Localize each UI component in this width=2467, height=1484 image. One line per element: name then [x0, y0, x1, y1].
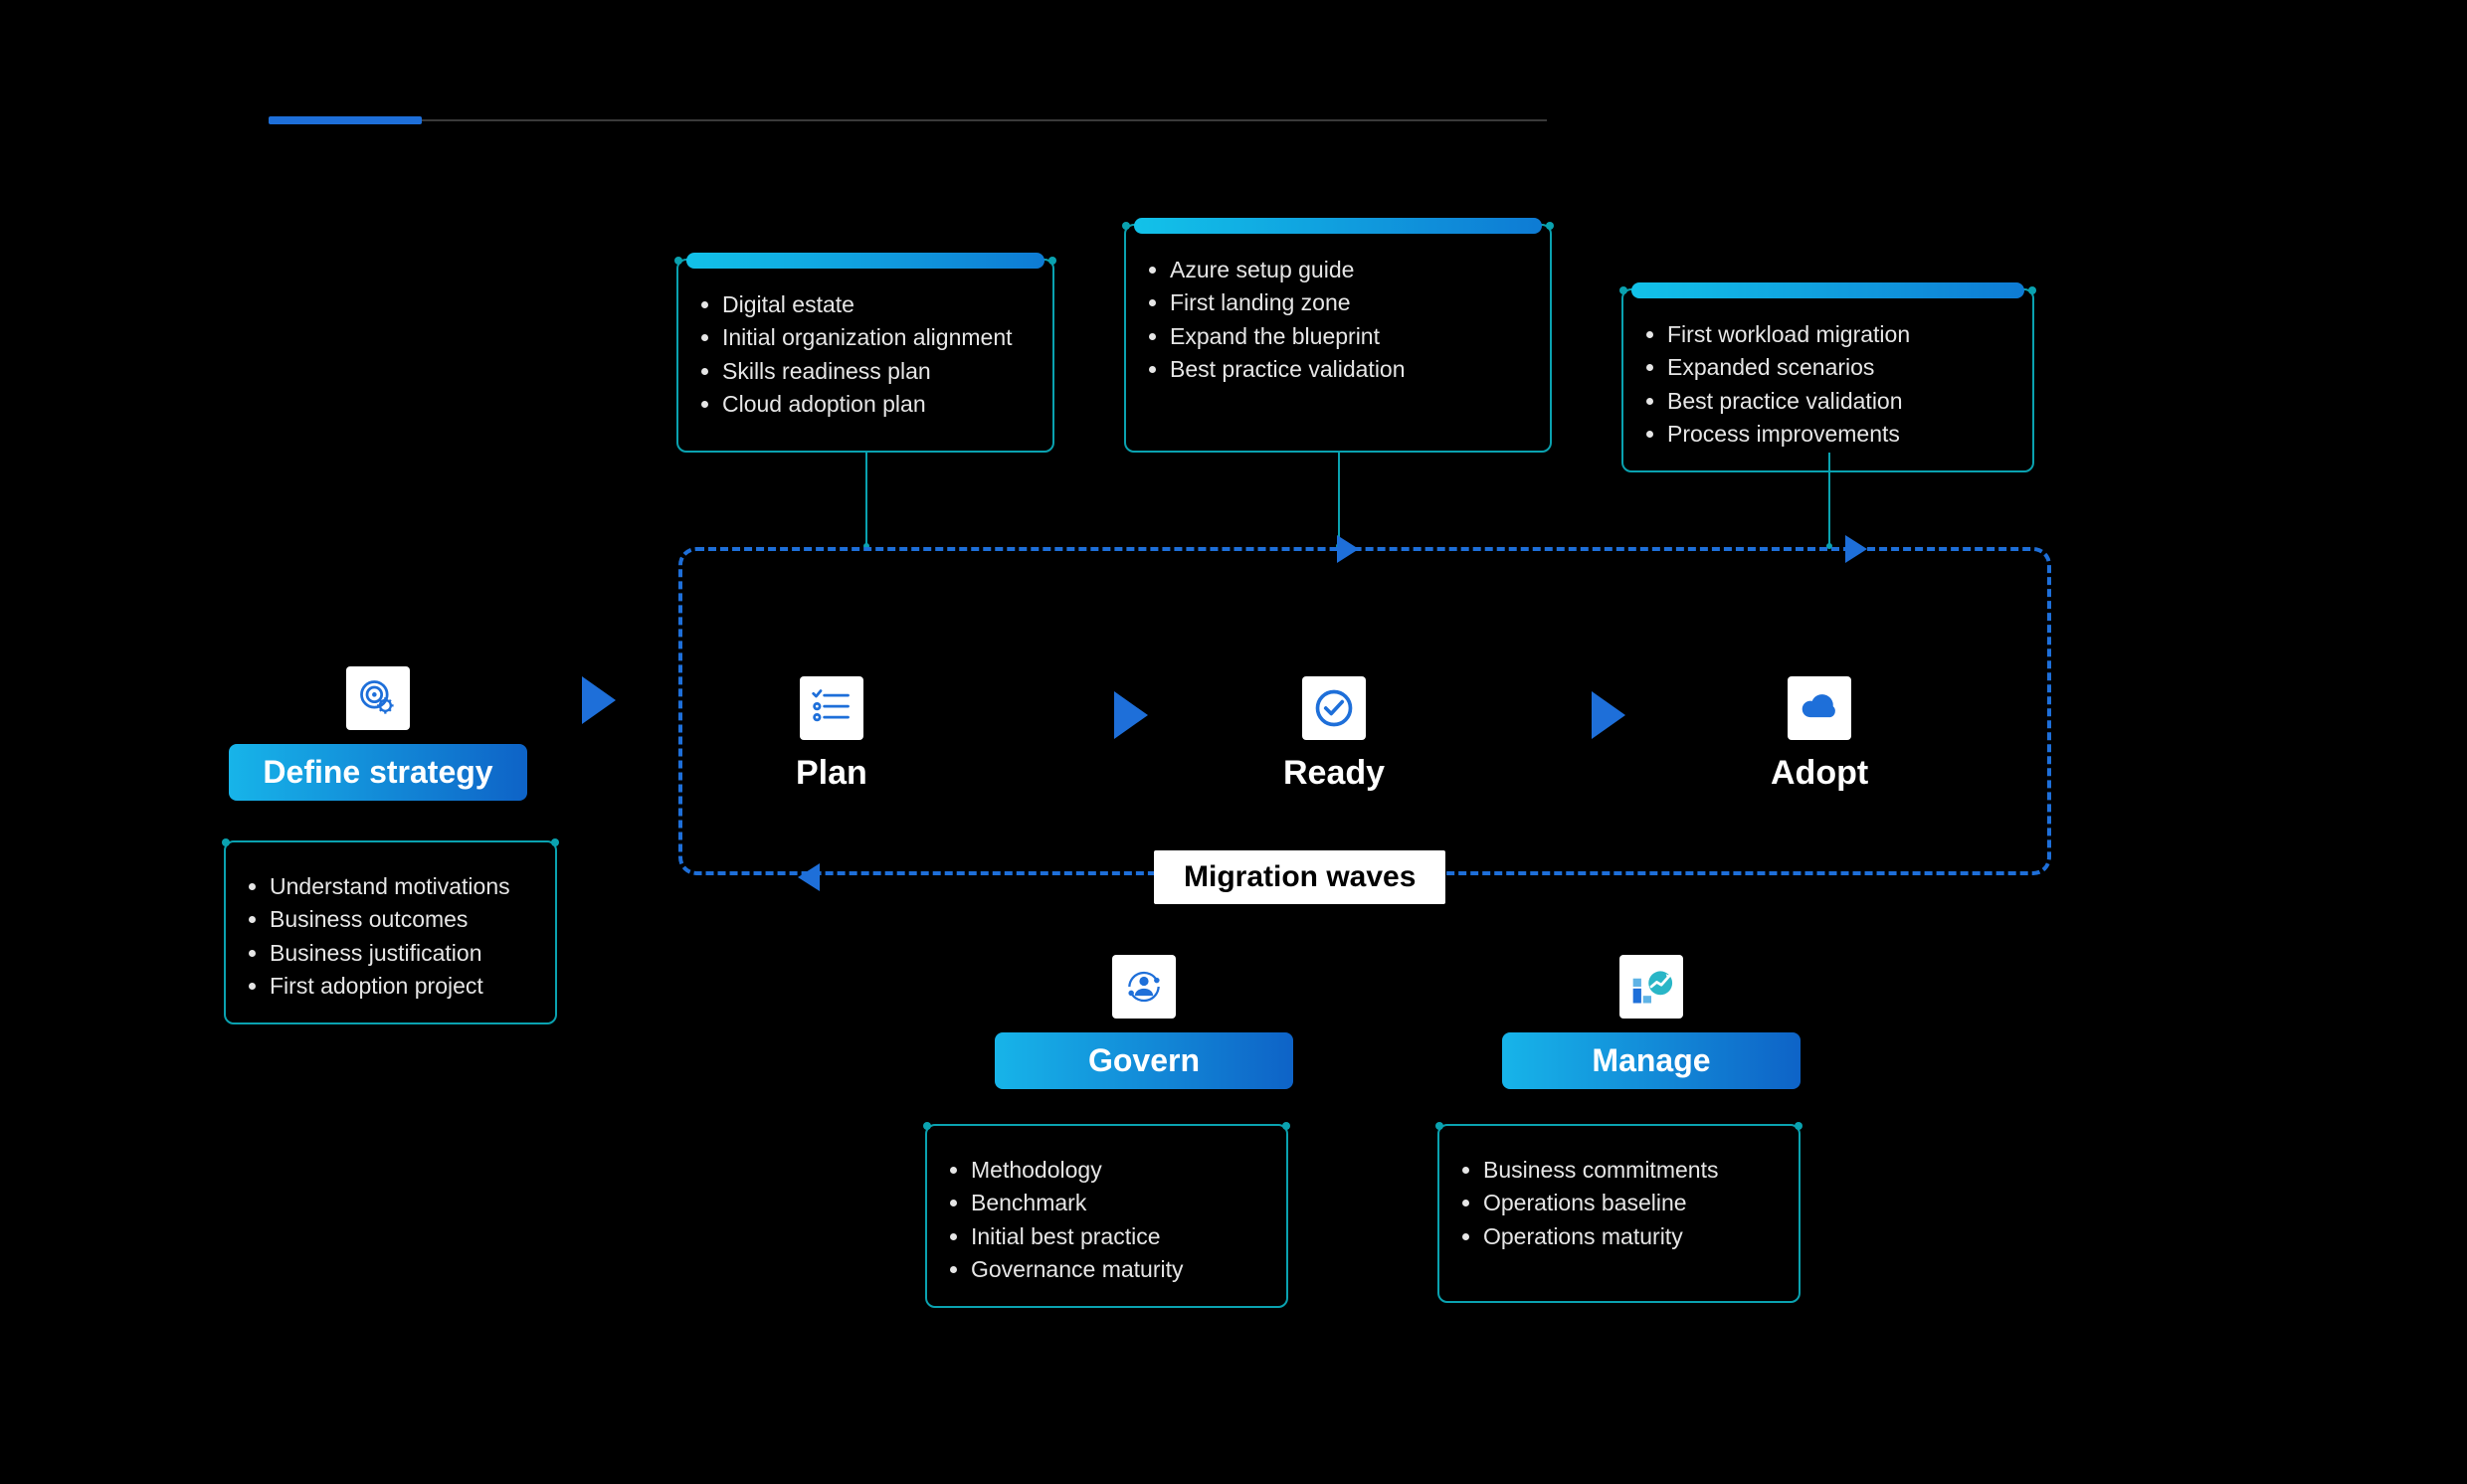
plan-info: Digital estateInitial organization align…	[676, 259, 1054, 453]
loop-arrow-top-2	[1845, 535, 1867, 563]
strategy-info-item: Business justification	[270, 937, 533, 970]
loop-arrow-top-1	[1337, 535, 1359, 563]
phase-adopt-label: Adopt	[1771, 754, 1868, 793]
phase-govern-label: Govern	[995, 1032, 1293, 1089]
migration-waves-label: Migration waves	[1154, 850, 1445, 904]
phase-plan-label: Plan	[796, 754, 867, 793]
phase-manage: Manage	[1502, 955, 1801, 1089]
strategy-info-item: Business outcomes	[270, 903, 533, 936]
phase-govern: Govern	[995, 955, 1293, 1089]
manage-info-item: Operations maturity	[1483, 1220, 1777, 1253]
ready-info-item: Azure setup guide	[1170, 254, 1528, 286]
adopt-info-item: First workload migration	[1667, 318, 2010, 351]
plan-info-item: Skills readiness plan	[722, 355, 1031, 388]
govern-info-item: Initial best practice	[971, 1220, 1264, 1253]
progress-track	[269, 119, 1547, 121]
progress-fill	[269, 116, 422, 124]
manage-info-item: Operations baseline	[1483, 1187, 1777, 1219]
strategy-info-item: Understand motivations	[270, 870, 533, 903]
adopt-info-item: Expanded scenarios	[1667, 351, 2010, 384]
adopt-info-item: Process improvements	[1667, 418, 2010, 451]
ready-info: Azure setup guideFirst landing zoneExpan…	[1124, 224, 1552, 453]
phase-manage-label: Manage	[1502, 1032, 1801, 1089]
connector	[865, 453, 867, 547]
phase-ready: Ready	[1283, 676, 1385, 793]
loop-arrow-bottom	[798, 863, 820, 891]
arrow-plan-ready	[1114, 691, 1148, 739]
manage-info-item: Business commitments	[1483, 1154, 1777, 1187]
target-gear-icon	[346, 666, 410, 730]
adopt-info-item: Best practice validation	[1667, 385, 2010, 418]
ready-info-item: Best practice validation	[1170, 353, 1528, 386]
phase-strategy: Define strategy	[229, 666, 527, 801]
phase-ready-label: Ready	[1283, 754, 1385, 793]
dashboard-chart-icon	[1619, 955, 1683, 1019]
govern-info-item: Governance maturity	[971, 1253, 1264, 1286]
strategy-info: Understand motivationsBusiness outcomesB…	[224, 840, 557, 1024]
checklist-icon	[800, 676, 863, 740]
plan-info-item: Digital estate	[722, 288, 1031, 321]
arrow-strategy-to-loop	[582, 676, 616, 724]
connector	[1828, 453, 1830, 547]
cloud-icon	[1788, 676, 1851, 740]
govern-info-item: Benchmark	[971, 1187, 1264, 1219]
check-circle-icon	[1302, 676, 1366, 740]
plan-info-item: Initial organization alignment	[722, 321, 1031, 354]
people-cycle-icon	[1112, 955, 1176, 1019]
strategy-info-item: First adoption project	[270, 970, 533, 1003]
arrow-ready-adopt	[1592, 691, 1625, 739]
plan-info-item: Cloud adoption plan	[722, 388, 1031, 421]
ready-info-item: First landing zone	[1170, 286, 1528, 319]
phase-plan: Plan	[796, 676, 867, 793]
phase-strategy-label: Define strategy	[229, 744, 527, 801]
govern-info-item: Methodology	[971, 1154, 1264, 1187]
connector	[1338, 453, 1340, 547]
phase-adopt: Adopt	[1771, 676, 1868, 793]
adopt-info: First workload migrationExpanded scenari…	[1621, 288, 2034, 472]
govern-info: MethodologyBenchmarkInitial best practic…	[925, 1124, 1288, 1308]
ready-info-item: Expand the blueprint	[1170, 320, 1528, 353]
manage-info: Business commitmentsOperations baselineO…	[1437, 1124, 1801, 1303]
